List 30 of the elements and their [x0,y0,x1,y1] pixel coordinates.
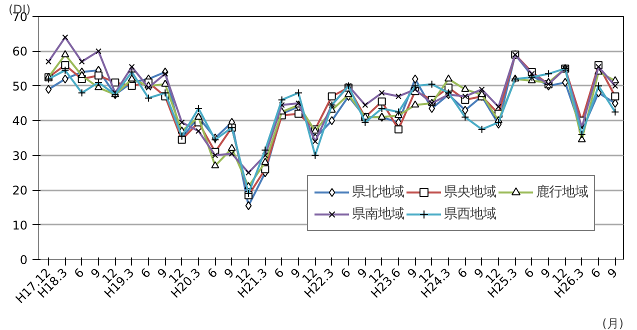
x-tick-label: 9 [288,266,304,281]
x-tick-label: 6 [271,266,287,281]
x-tick-label: 6 [454,266,470,281]
y-tick-label: 0 [20,253,28,267]
legend-label: 鹿行地域 [536,184,588,201]
legend-label: 県北地域 [352,184,404,201]
x-tick-label: 9 [221,266,237,281]
y-tick-label: 20 [12,184,28,198]
x-tick-label: 6 [71,266,87,281]
x-tick-label: 9 [88,266,104,281]
y-tick-label: 10 [12,218,28,232]
y-tick-label: 30 [12,148,28,163]
y-tick-label: 40 [12,114,28,128]
x-tick-label: 9 [604,266,620,281]
x-tick-label: 6 [521,266,537,281]
x-tick-label: 9 [471,266,487,281]
legend-label: 県央地域 [444,184,496,201]
legend-label: 県西地域 [444,206,496,223]
x-tick-label: 6 [204,266,220,281]
x-axis-title: (月) [602,316,624,330]
x-tick-label: 9 [354,266,370,281]
y-tick-label: 50 [12,79,28,94]
x-tick-label: 9 [538,266,554,281]
x-tick-label: 9 [404,266,420,281]
x-tick-label: 9 [154,266,170,281]
x-tick-label: 6 [138,266,154,281]
x-tick-label: 6 [338,266,354,281]
x-tick-label: 6 [588,266,604,281]
legend-label: 県南地域 [352,206,404,223]
y-tick-label: 60 [12,44,28,59]
